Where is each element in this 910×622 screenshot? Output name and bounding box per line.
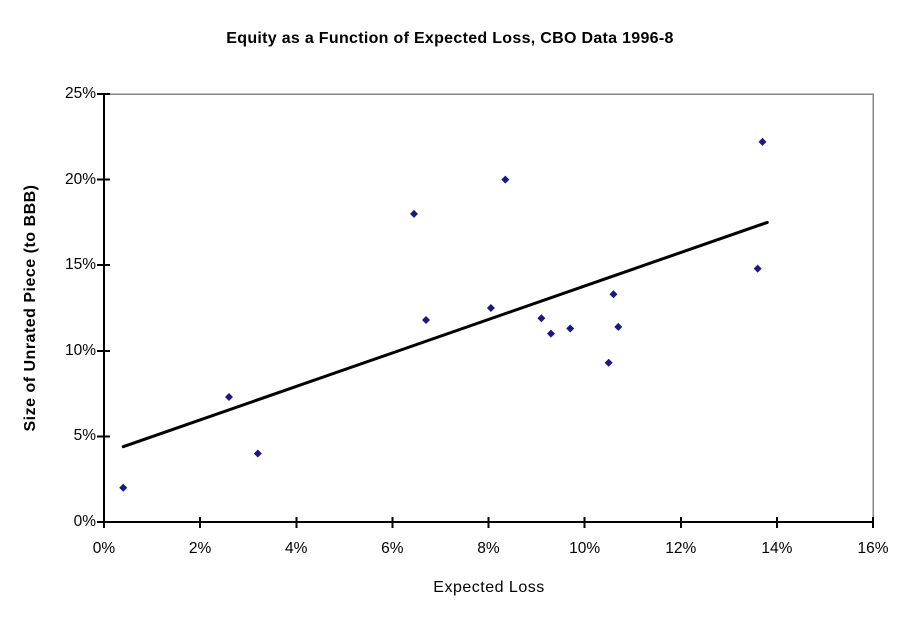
y-tick-label: 0% <box>73 513 96 530</box>
scatter-point <box>546 329 555 338</box>
y-tick-label: 10% <box>64 341 96 359</box>
scatter-point <box>566 324 575 333</box>
scatter-point <box>224 393 233 402</box>
scatter-point <box>410 209 419 218</box>
x-tick-label: 2% <box>188 540 212 557</box>
y-tick-label: 25% <box>64 85 96 102</box>
scatter-point <box>758 137 767 146</box>
x-tick-label: 16% <box>857 540 889 557</box>
trendline <box>121 220 769 449</box>
scatter-point <box>537 314 546 323</box>
scatter-point <box>609 290 618 299</box>
scatter-point <box>501 175 510 184</box>
scatter-point <box>604 358 613 367</box>
y-tick-label: 20% <box>64 170 96 188</box>
y-tick-label: 15% <box>64 256 96 274</box>
scatter-point <box>422 315 431 324</box>
x-tick-label: 10% <box>569 540 601 557</box>
scatter-point <box>119 483 128 492</box>
x-tick-label: 0% <box>92 540 116 557</box>
scatter-point <box>253 449 262 458</box>
x-axis-title: Expected Loss <box>433 579 545 596</box>
x-tick-label: 6% <box>381 540 404 557</box>
scatter-point <box>753 264 762 273</box>
x-tick-label: 8% <box>477 540 500 557</box>
x-tick-label: 14% <box>761 540 793 557</box>
x-tick-label: 12% <box>665 540 697 557</box>
y-tick-label: 5% <box>73 427 96 445</box>
x-tick-label: 4% <box>285 540 308 557</box>
scatter-point <box>614 322 623 331</box>
scatter-point <box>486 304 495 312</box>
chart-title: Equity as a Function of Expected Loss, C… <box>226 30 674 47</box>
